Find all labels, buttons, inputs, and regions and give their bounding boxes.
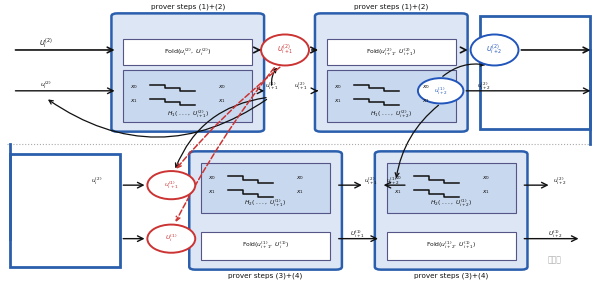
Bar [201, 163, 330, 213]
Text: $\mathsf{Fold}(u_{i+2}^{(1)},\ U_{i+1}^{(1)})$: $\mathsf{Fold}(u_{i+2}^{(1)},\ U_{i+1}^{… [426, 240, 476, 251]
Text: $u_i^{(2)}$: $u_i^{(2)}$ [91, 175, 102, 187]
Text: $x_0$: $x_0$ [296, 174, 304, 182]
Text: $x_0$: $x_0$ [130, 83, 138, 91]
Bar [387, 163, 515, 213]
Text: $\mathsf{Fold}(u_{i+1}^{(2)},\ U_{i+1}^{(2)})$: $\mathsf{Fold}(u_{i+1}^{(2)},\ U_{i+1}^{… [366, 46, 416, 58]
Text: $u_{i+1}^{(1)}$: $u_{i+1}^{(1)}$ [265, 81, 279, 92]
Text: prover steps (1)+(2): prover steps (1)+(2) [151, 3, 225, 10]
Text: $U_i^{(1)}$: $U_i^{(1)}$ [165, 233, 178, 245]
Bar [479, 16, 590, 129]
Text: $u_i^{(2)}$: $u_i^{(2)}$ [40, 80, 52, 91]
Bar [327, 39, 455, 65]
Ellipse shape [148, 171, 195, 199]
FancyBboxPatch shape [315, 13, 467, 132]
Text: $x_0$: $x_0$ [208, 174, 216, 182]
Text: $H_1(\ ...,\ U_{i+2}^{(2)})$: $H_1(\ ...,\ U_{i+2}^{(2)})$ [370, 108, 412, 120]
Text: $x_1$: $x_1$ [394, 188, 401, 196]
Text: $U_{i+1}^{(1)}$: $U_{i+1}^{(1)}$ [350, 229, 365, 240]
Bar [387, 231, 515, 260]
Text: $U_{i+2}^{(2)}$: $U_{i+2}^{(2)}$ [487, 43, 503, 57]
FancyArrowPatch shape [176, 68, 274, 220]
Text: $u_{i+1}^{(2)}$: $u_{i+1}^{(2)}$ [294, 81, 308, 92]
Text: 星想法: 星想法 [547, 255, 562, 264]
Text: $x_1$: $x_1$ [130, 97, 138, 105]
Text: prover steps (1)+(2): prover steps (1)+(2) [354, 3, 428, 10]
Bar [124, 70, 252, 122]
Text: $x_1$: $x_1$ [296, 188, 304, 196]
Text: $u_{i+2}^{(2)}$: $u_{i+2}^{(2)}$ [478, 81, 491, 92]
Text: $x_1$: $x_1$ [218, 97, 226, 105]
Text: $x_1$: $x_1$ [482, 188, 490, 196]
FancyArrowPatch shape [177, 67, 280, 168]
Text: $H_2(\ ...,\ U_{i+1}^{(1)})$: $H_2(\ ...,\ U_{i+1}^{(1)})$ [244, 198, 287, 209]
Text: $u_{i+2}^{(1)}$: $u_{i+2}^{(1)}$ [434, 85, 448, 97]
Bar [124, 39, 252, 65]
Text: $u_{i+1}^{(1)}$: $u_{i+1}^{(1)}$ [164, 179, 179, 191]
Bar [201, 231, 330, 260]
Text: prover steps (3)+(4): prover steps (3)+(4) [229, 272, 303, 278]
Text: $U_{i+1}^{(2)}$: $U_{i+1}^{(2)}$ [277, 43, 293, 57]
Text: $U_i^{(2)}$: $U_i^{(2)}$ [39, 37, 52, 51]
FancyArrowPatch shape [395, 105, 439, 177]
FancyArrowPatch shape [49, 99, 266, 137]
Text: $x_0$: $x_0$ [422, 83, 430, 91]
Text: $u_{i+2}^{(1)}$: $u_{i+2}^{(1)}$ [386, 175, 400, 187]
Text: $H_1(\ ...,\ U_{i+1}^{(2)})$: $H_1(\ ...,\ U_{i+1}^{(2)})$ [167, 108, 209, 120]
Text: $x_0$: $x_0$ [218, 83, 226, 91]
Text: $x_1$: $x_1$ [422, 97, 430, 105]
Text: $x_0$: $x_0$ [334, 83, 342, 91]
FancyBboxPatch shape [375, 151, 527, 270]
Text: $x_0$: $x_0$ [394, 174, 401, 182]
FancyArrowPatch shape [443, 62, 484, 76]
Bar [10, 154, 121, 267]
FancyArrowPatch shape [175, 98, 266, 167]
Text: prover steps (3)+(4): prover steps (3)+(4) [414, 272, 488, 278]
Text: $u_{i+2}^{(2)}$: $u_{i+2}^{(2)}$ [553, 175, 568, 187]
FancyBboxPatch shape [112, 13, 264, 132]
FancyArrowPatch shape [271, 68, 277, 85]
Text: $U_{i+2}^{(1)}$: $U_{i+2}^{(1)}$ [548, 229, 563, 240]
Text: $\mathsf{Fold}(u_i^{(2)},\ U_i^{(2)})$: $\mathsf{Fold}(u_i^{(2)},\ U_i^{(2)})$ [164, 46, 211, 58]
Text: $\mathsf{Fold}(u_{i+1}^{(1)},\ U_i^{(1)})$: $\mathsf{Fold}(u_{i+1}^{(1)},\ U_i^{(1)}… [242, 240, 289, 251]
Text: $x_1$: $x_1$ [334, 97, 341, 105]
Ellipse shape [470, 35, 518, 65]
FancyBboxPatch shape [189, 151, 342, 270]
Ellipse shape [261, 35, 309, 65]
Ellipse shape [418, 78, 463, 104]
Bar [327, 70, 455, 122]
Text: $u_{i+1}^{(2)}$: $u_{i+1}^{(2)}$ [364, 175, 377, 187]
Ellipse shape [148, 225, 195, 253]
Text: $x_1$: $x_1$ [208, 188, 216, 196]
Text: $H_2(\ ...,\ U_{i+2}^{(1)})$: $H_2(\ ...,\ U_{i+2}^{(1)})$ [430, 198, 472, 209]
Text: $x_0$: $x_0$ [482, 174, 490, 182]
